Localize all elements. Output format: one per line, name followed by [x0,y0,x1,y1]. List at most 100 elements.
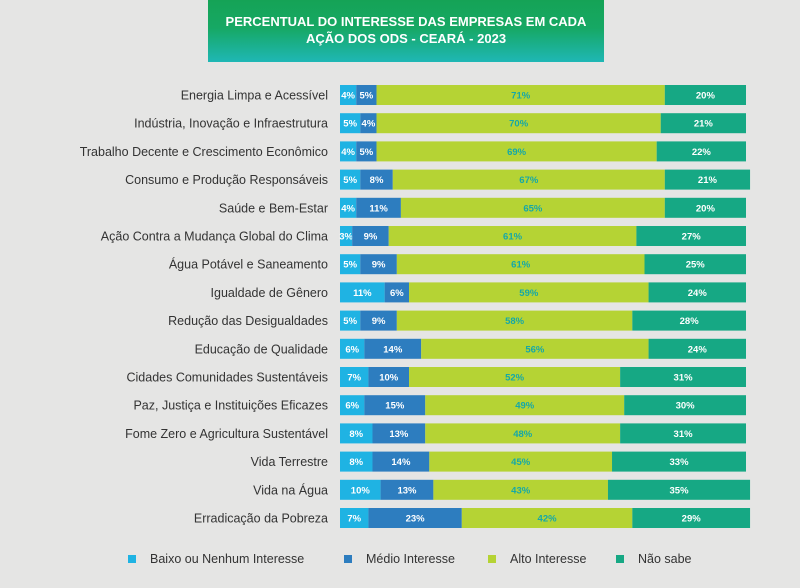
bar-industria-inovacao-e-infraestrutura-alto-interesse [376,113,661,134]
bar-saude-e-bem-estar-alto-interesse [400,197,665,218]
data-label-vida-terrestre-baixo-ou-nenhum-interesse: 8% [349,457,363,468]
bar-reducao-das-desigualdades-baixo-ou-nenhum-interesse [340,310,361,331]
category-label-saude-e-bem-estar: Saúde e Bem-Estar [219,201,328,215]
bar-igualdade-de-genero-nao-sabe [648,282,746,303]
bar-paz-justica-e-instituicoes-eficazes-alto-interesse [425,395,625,416]
bar-paz-justica-e-instituicoes-eficazes-medio-interesse [364,395,426,416]
data-label-paz-justica-e-instituicoes-eficazes-medio-interesse: 15% [385,401,405,412]
data-label-consumo-e-producao-responsaveis-alto-interesse: 67% [519,175,539,186]
legend-swatch-medio [344,555,352,563]
data-label-consumo-e-producao-responsaveis-baixo-ou-nenhum-interesse: 5% [343,175,357,186]
data-label-vida-na-agua-nao-sabe: 35% [670,485,690,496]
bar-vida-na-agua-baixo-ou-nenhum-interesse [340,479,381,500]
bar-cidades-comunidades-sustentaveis-alto-interesse [409,367,621,387]
bar-erradicacao-da-pobreza-nao-sabe [632,508,751,528]
bar-erradicacao-da-pobreza-baixo-ou-nenhum-interesse [340,508,369,528]
bar-trabalho-decente-e-crescimento-economico-baixo-ou-nenhum-interesse [340,141,357,162]
bar-trabalho-decente-e-crescimento-economico-nao-sabe [656,141,746,162]
data-label-educacao-de-qualidade-alto-interesse: 56% [525,344,545,355]
data-label-agua-potavel-e-saneamento-baixo-ou-nenhum-interesse: 5% [343,260,357,271]
legend-label-nao-sabe: Não sabe [638,552,692,566]
data-label-energia-limpa-e-acessivel-medio-interesse: 5% [360,91,374,102]
category-label-energia-limpa-e-acessivel: Energia Limpa e Acessível [181,89,328,103]
data-label-consumo-e-producao-responsaveis-nao-sabe: 21% [698,175,718,186]
category-label-educacao-de-qualidade: Educação de Qualidade [195,342,328,356]
data-label-industria-inovacao-e-infraestrutura-nao-sabe: 21% [694,119,714,130]
bar-vida-terrestre-baixo-ou-nenhum-interesse [340,451,373,472]
data-label-energia-limpa-e-acessivel-baixo-ou-nenhum-interesse: 4% [341,91,355,102]
data-label-agua-potavel-e-saneamento-medio-interesse: 9% [372,260,386,271]
bar-fome-zero-e-agricultura-sustentavel-baixo-ou-nenhum-interesse [340,423,373,444]
data-label-agua-potavel-e-saneamento-nao-sabe: 25% [686,260,706,271]
bar-consumo-e-producao-responsaveis-baixo-ou-nenhum-interesse [340,169,361,190]
chart-title-line-1: PERCENTUAL DO INTERESSE DAS EMPRESAS EM … [225,14,587,29]
bar-paz-justica-e-instituicoes-eficazes-nao-sabe [624,395,746,416]
bar-industria-inovacao-e-infraestrutura-baixo-ou-nenhum-interesse [340,113,361,134]
data-label-vida-na-agua-medio-interesse: 13% [397,485,417,496]
bar-trabalho-decente-e-crescimento-economico-alto-interesse [376,141,657,162]
bar-fome-zero-e-agricultura-sustentavel-medio-interesse [372,423,426,444]
bar-cidades-comunidades-sustentaveis-medio-interesse [368,367,410,387]
category-label-vida-terrestre: Vida Terrestre [251,455,328,469]
data-label-erradicacao-da-pobreza-nao-sabe: 29% [682,514,702,525]
bar-industria-inovacao-e-infraestrutura-medio-interesse [360,113,377,134]
category-label-erradicacao-da-pobreza: Erradicação da Pobreza [194,512,328,526]
data-label-trabalho-decente-e-crescimento-economico-alto-interesse: 69% [507,147,527,158]
data-label-paz-justica-e-instituicoes-eficazes-alto-interesse: 49% [515,401,535,412]
data-label-erradicacao-da-pobreza-baixo-ou-nenhum-interesse: 7% [347,514,361,525]
data-label-vida-na-agua-alto-interesse: 43% [511,485,531,496]
data-label-industria-inovacao-e-infraestrutura-alto-interesse: 70% [509,119,529,130]
data-label-vida-terrestre-alto-interesse: 45% [511,457,531,468]
category-label-acao-contra-a-mudanca-global-do-clima: Ação Contra a Mudança Global do Clima [101,230,328,244]
bar-cidades-comunidades-sustentaveis-nao-sabe [620,367,746,387]
bar-industria-inovacao-e-infraestrutura-nao-sabe [660,113,746,134]
data-label-saude-e-bem-estar-baixo-ou-nenhum-interesse: 4% [341,203,355,214]
data-label-saude-e-bem-estar-medio-interesse: 11% [369,203,388,214]
bar-energia-limpa-e-acessivel-nao-sabe [664,85,746,105]
legend-label-baixo: Baixo ou Nenhum Interesse [150,552,305,566]
bar-reducao-das-desigualdades-medio-interesse [360,310,397,331]
data-label-cidades-comunidades-sustentaveis-nao-sabe: 31% [674,373,694,384]
bar-acao-contra-a-mudanca-global-do-clima-nao-sabe [636,226,746,246]
bar-vida-na-agua-alto-interesse [433,479,608,500]
data-label-igualdade-de-genero-medio-interesse: 6% [390,288,404,299]
data-label-igualdade-de-genero-alto-interesse: 59% [519,288,539,299]
bar-acao-contra-a-mudanca-global-do-clima-medio-interesse [352,226,389,246]
category-label-paz-justica-e-instituicoes-eficazes: Paz, Justiça e Instituições Eficazes [133,399,328,413]
bar-saude-e-bem-estar-nao-sabe [664,197,746,218]
category-label-trabalho-decente-e-crescimento-economico: Trabalho Decente e Crescimento Econômico [80,145,328,159]
data-label-saude-e-bem-estar-nao-sabe: 20% [696,203,716,214]
bar-consumo-e-producao-responsaveis-alto-interesse [392,169,665,190]
data-label-paz-justica-e-instituicoes-eficazes-baixo-ou-nenhum-interesse: 6% [345,401,359,412]
bar-vida-na-agua-medio-interesse [380,479,434,500]
bar-educacao-de-qualidade-alto-interesse [421,338,649,359]
data-label-fome-zero-e-agricultura-sustentavel-baixo-ou-nenhum-interesse: 8% [349,429,363,440]
bar-erradicacao-da-pobreza-alto-interesse [461,508,633,528]
bar-trabalho-decente-e-crescimento-economico-medio-interesse [356,141,377,162]
bar-saude-e-bem-estar-medio-interesse [356,197,401,218]
chart-title: PERCENTUAL DO INTERESSE DAS EMPRESAS EM … [208,0,604,62]
data-label-fome-zero-e-agricultura-sustentavel-medio-interesse: 13% [389,429,409,440]
bar-reducao-das-desigualdades-alto-interesse [396,310,633,331]
legend-label-medio: Médio Interesse [366,552,455,566]
data-label-acao-contra-a-mudanca-global-do-clima-medio-interesse: 9% [364,232,378,243]
data-label-trabalho-decente-e-crescimento-economico-medio-interesse: 5% [360,147,374,158]
data-label-erradicacao-da-pobreza-alto-interesse: 42% [538,514,558,525]
legend-swatch-alto [488,555,496,563]
category-label-reducao-das-desigualdades: Redução das Desigualdades [168,314,328,328]
data-label-agua-potavel-e-saneamento-alto-interesse: 61% [511,260,531,271]
data-label-acao-contra-a-mudanca-global-do-clima-nao-sabe: 27% [682,232,702,243]
bar-agua-potavel-e-saneamento-nao-sabe [644,254,746,275]
data-label-reducao-das-desigualdades-nao-sabe: 28% [680,316,700,327]
bar-fome-zero-e-agricultura-sustentavel-alto-interesse [425,423,621,444]
data-label-trabalho-decente-e-crescimento-economico-baixo-ou-nenhum-interesse: 4% [341,147,355,158]
data-label-saude-e-bem-estar-alto-interesse: 65% [523,203,543,214]
category-label-vida-na-agua: Vida na Água [253,482,328,497]
data-label-reducao-das-desigualdades-baixo-ou-nenhum-interesse: 5% [343,316,357,327]
bar-vida-na-agua-nao-sabe [607,479,751,500]
data-label-educacao-de-qualidade-medio-interesse: 14% [383,344,403,355]
data-label-fome-zero-e-agricultura-sustentavel-nao-sabe: 31% [674,429,694,440]
category-label-cidades-comunidades-sustentaveis: Cidades Comunidades Sustentáveis [126,371,328,385]
bar-acao-contra-a-mudanca-global-do-clima-baixo-ou-nenhum-interesse [340,226,353,246]
bar-vida-terrestre-nao-sabe [612,451,746,472]
